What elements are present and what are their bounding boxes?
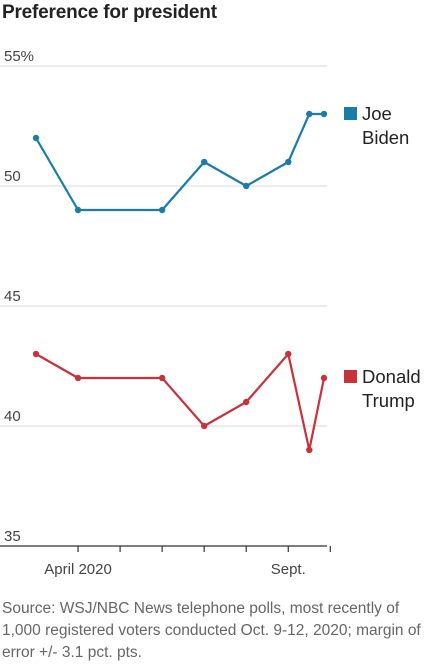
data-point-donald-trump: [74, 374, 82, 382]
data-point-joe-biden: [74, 206, 82, 214]
x-tick-label: April 2020: [44, 561, 112, 578]
data-point-joe-biden: [32, 134, 40, 142]
series-line-joe-biden: [34, 112, 326, 212]
y-tick-label: 50: [4, 168, 21, 185]
line-chart: 55% 50 45 40 35 April 2020 Sept. Joe Biden Donald…: [0, 48, 421, 578]
data-point-joe-biden: [243, 182, 250, 190]
legend-label-donald-trump: Donald: [362, 366, 421, 387]
data-point-donald-trump: [243, 398, 250, 406]
data-point-joe-biden: [158, 206, 166, 214]
data-point-donald-trump: [158, 374, 166, 382]
legend-swatch-joe-biden: [344, 107, 357, 120]
y-tick-label: 55%: [4, 48, 34, 65]
x-tick-label: Sept.: [271, 561, 306, 578]
data-point-donald-trump: [200, 422, 208, 430]
data-point-donald-trump: [306, 446, 313, 454]
y-tick-label: 40: [4, 408, 21, 425]
data-point-donald-trump: [285, 350, 292, 358]
data-point-donald-trump: [32, 350, 40, 358]
y-tick-label: 35: [4, 528, 21, 545]
data-point-joe-biden: [200, 158, 208, 166]
chart-title: Preference for president: [2, 2, 217, 23]
legend-swatch-donald-trump: [344, 370, 357, 383]
series-line-donald-trump: [34, 352, 326, 452]
data-point-joe-biden: [306, 110, 313, 118]
data-point-donald-trump: [320, 374, 328, 382]
data-point-joe-biden: [285, 158, 292, 166]
legend-label-joe-biden: Joe: [362, 103, 392, 124]
source-note: Source: WSJ/NBC News telephone polls, mo…: [2, 600, 421, 661]
data-point-joe-biden: [320, 110, 328, 118]
legend-label-donald-trump: Trump: [362, 390, 415, 411]
y-tick-label: 45: [4, 288, 21, 305]
legend-label-joe-biden: Biden: [362, 127, 409, 148]
